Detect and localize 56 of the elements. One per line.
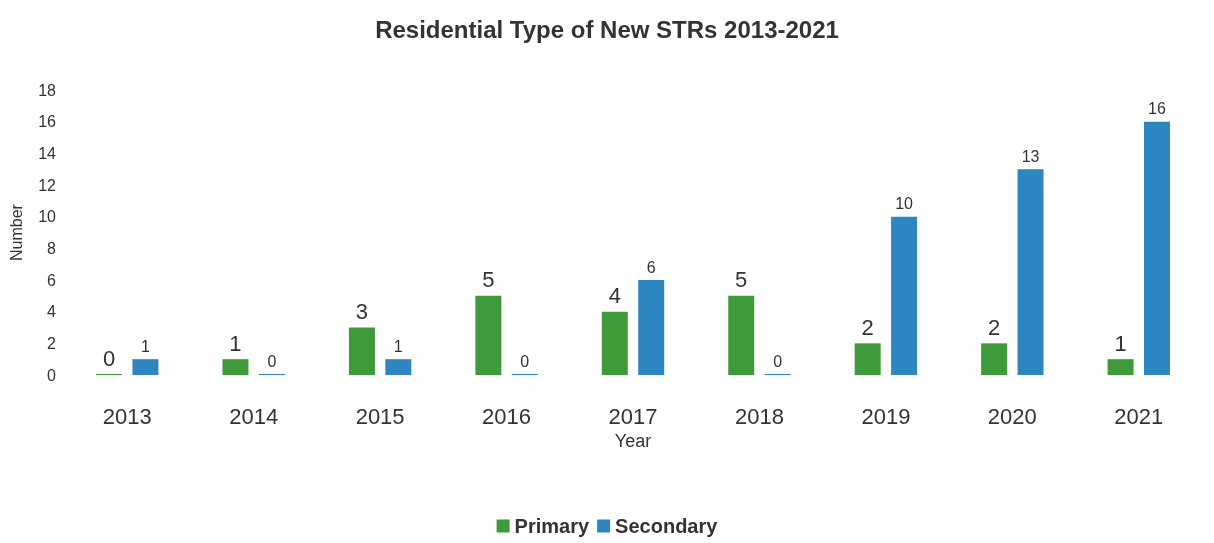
data-label: 13	[1021, 147, 1040, 165]
chart-title: Residential Type of New STRs 2013-2021	[375, 15, 839, 43]
y-tick-label: 18	[38, 81, 57, 99]
data-label: 2	[988, 314, 1001, 340]
x-tick-label: 2019	[861, 403, 911, 429]
data-label: 4	[608, 283, 621, 309]
data-label: 1	[229, 330, 242, 356]
x-tick-label: 2017	[608, 403, 658, 429]
y-tick-label: 14	[38, 144, 57, 162]
bar	[348, 327, 375, 375]
x-tick-label: 2021	[1114, 403, 1164, 429]
bar	[601, 311, 628, 375]
y-tick-label: 2	[47, 334, 57, 352]
data-label: 2	[861, 314, 874, 340]
bar	[728, 295, 755, 375]
x-tick-label: 2015	[355, 403, 405, 429]
data-label: 1	[140, 337, 150, 355]
bar	[638, 280, 665, 375]
bar	[132, 359, 159, 375]
bar	[385, 359, 412, 375]
x-tick-label: 2020	[987, 403, 1037, 429]
data-label: 3	[355, 299, 369, 324]
data-label: 0	[102, 345, 116, 371]
y-tick-label: 8	[47, 239, 57, 257]
bar	[1017, 169, 1044, 375]
data-label: 1	[1114, 330, 1127, 356]
data-label: 5	[482, 267, 495, 293]
bar	[1107, 359, 1134, 375]
bar	[475, 295, 502, 375]
bar	[854, 343, 881, 375]
data-label: 16	[1148, 100, 1166, 118]
y-tick-label: 16	[38, 113, 57, 131]
x-tick-label: 2014	[229, 403, 279, 429]
x-tick-label: 2013	[102, 403, 152, 429]
x-tick-label: 2016	[482, 403, 532, 429]
bar	[1143, 121, 1170, 375]
x-tick-label: 2018	[734, 403, 784, 429]
y-tick-label: 12	[38, 176, 57, 194]
data-label: 0	[773, 352, 783, 370]
data-label: 6	[646, 258, 656, 276]
bar	[891, 216, 918, 375]
y-tick-label: 4	[47, 303, 57, 321]
x-axis-title: Year	[614, 430, 652, 451]
y-tick-label: 6	[47, 271, 57, 289]
data-label: 1	[393, 337, 403, 355]
data-label: 10	[895, 195, 914, 213]
y-axis-title: Number	[7, 203, 25, 261]
y-tick-label: 10	[38, 208, 57, 226]
legend-label: Secondary	[615, 515, 719, 537]
bar	[222, 359, 249, 375]
data-label: 0	[520, 352, 530, 370]
y-tick-label: 0	[47, 366, 57, 384]
data-label: 0	[267, 352, 277, 370]
legend-label: Primary	[514, 515, 590, 537]
bar	[981, 343, 1008, 375]
data-label: 5	[735, 267, 748, 293]
